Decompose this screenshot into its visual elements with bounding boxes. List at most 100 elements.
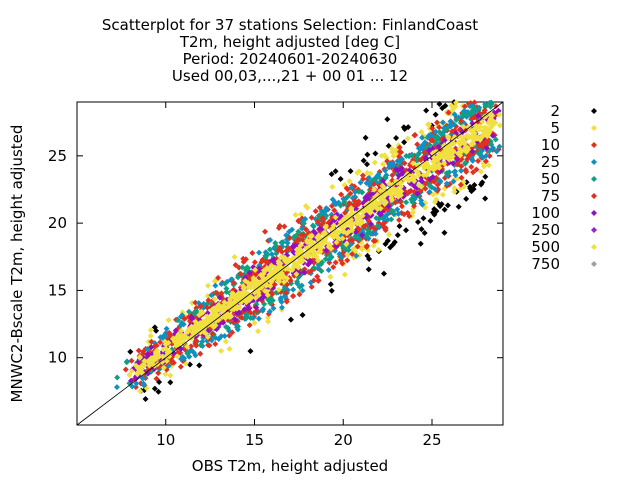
- density-point: [233, 305, 240, 312]
- density-point: [395, 210, 402, 217]
- density-point: [398, 149, 405, 156]
- density-point: [363, 244, 370, 251]
- density-point: [170, 359, 177, 366]
- density-point: [192, 352, 199, 359]
- density-point: [330, 264, 337, 271]
- density-point: [338, 254, 345, 261]
- density-point: [204, 334, 211, 341]
- density-point: [213, 313, 220, 320]
- density-point: [419, 134, 426, 141]
- density-point: [122, 366, 129, 373]
- density-point: [382, 198, 389, 205]
- density-point: [486, 152, 493, 159]
- density-point: [487, 103, 494, 110]
- density-point: [427, 183, 434, 190]
- density-point: [264, 265, 271, 272]
- density-point: [185, 308, 192, 315]
- density-point: [205, 282, 212, 289]
- density-point: [303, 226, 310, 233]
- density-point: [299, 236, 306, 243]
- density-point: [253, 304, 260, 311]
- density-point: [300, 220, 307, 227]
- density-point: [451, 168, 458, 175]
- density-point: [245, 305, 252, 312]
- density-point: [371, 186, 378, 193]
- density-point: [436, 100, 443, 107]
- density-point: [218, 281, 225, 288]
- density-point: [455, 203, 462, 210]
- density-point: [378, 196, 385, 203]
- diagonal-line: [76, 101, 504, 426]
- density-point: [240, 258, 247, 265]
- density-point: [393, 190, 400, 197]
- density-point: [205, 297, 212, 304]
- density-point: [134, 371, 141, 378]
- density-point: [439, 105, 446, 112]
- density-point: [177, 363, 184, 370]
- density-point: [298, 231, 305, 238]
- density-point: [453, 116, 460, 123]
- density-point: [340, 227, 347, 234]
- density-point: [181, 355, 188, 362]
- density-point: [341, 198, 348, 205]
- density-point: [302, 202, 309, 209]
- density-point: [381, 152, 388, 159]
- density-point: [278, 299, 285, 306]
- density-point: [312, 208, 319, 215]
- density-point: [365, 266, 372, 273]
- x-tick-label: 20: [334, 431, 353, 449]
- density-point: [450, 121, 457, 128]
- density-point: [332, 168, 339, 175]
- density-point: [150, 354, 157, 361]
- density-point: [462, 166, 469, 173]
- density-point: [262, 258, 269, 265]
- density-point: [315, 237, 322, 244]
- legend-marker: [591, 193, 597, 199]
- density-point: [113, 384, 120, 391]
- density-point: [492, 103, 499, 110]
- density-point: [234, 323, 241, 330]
- density-point: [391, 186, 398, 193]
- density-point: [345, 251, 352, 258]
- legend-marker: [591, 244, 597, 250]
- density-point: [212, 282, 219, 289]
- density-point: [475, 113, 482, 120]
- density-point: [434, 181, 441, 188]
- density-point: [212, 340, 219, 347]
- legend-label: 10: [541, 136, 560, 154]
- density-point: [275, 286, 282, 293]
- density-point: [153, 342, 160, 349]
- density-point: [441, 144, 448, 151]
- density-point: [459, 111, 466, 118]
- legend-label: 5: [550, 119, 560, 137]
- density-point: [255, 315, 262, 322]
- density-point: [291, 263, 298, 270]
- y-axis-ticks: 10 15 20 25: [48, 147, 503, 367]
- density-point: [468, 141, 475, 148]
- density-point: [289, 226, 296, 233]
- density-point: [439, 153, 446, 160]
- density-point: [298, 225, 305, 232]
- density-point: [239, 264, 246, 271]
- density-point: [268, 251, 275, 258]
- density-point: [446, 150, 453, 157]
- density-point: [418, 226, 425, 233]
- density-point: [469, 157, 476, 164]
- density-point: [224, 325, 231, 332]
- density-point: [235, 264, 242, 271]
- density-point: [421, 230, 428, 237]
- density-point: [259, 307, 266, 314]
- density-point: [418, 177, 425, 184]
- density-point: [460, 123, 467, 130]
- legend-label: 2: [550, 102, 560, 120]
- density-point: [443, 180, 450, 187]
- density-point: [335, 234, 342, 241]
- title-line: Used 00,03,...,21 + 00 01 ... 12: [172, 67, 408, 85]
- density-point: [388, 216, 395, 223]
- density-point: [420, 172, 427, 179]
- density-point: [410, 209, 417, 216]
- density-point: [461, 138, 468, 145]
- density-point: [465, 146, 472, 153]
- density-point: [283, 247, 290, 254]
